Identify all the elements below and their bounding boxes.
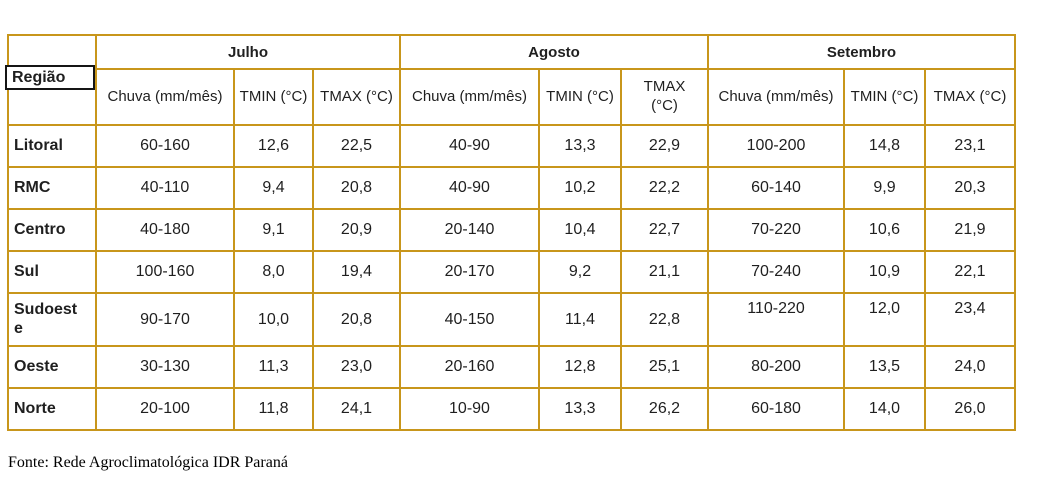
col-header-setembro-tmin: TMIN (°C)	[843, 68, 926, 126]
data-cell: 20-170	[399, 250, 540, 294]
data-cell: 60-140	[707, 166, 845, 210]
data-cell: 13,5	[843, 345, 926, 389]
data-cell: 26,2	[620, 387, 709, 431]
data-cell: 70-240	[707, 250, 845, 294]
data-cell: 11,8	[233, 387, 314, 431]
data-cell: 10,4	[538, 208, 622, 252]
data-cell: 22,1	[924, 250, 1016, 294]
data-cell: 23,1	[924, 124, 1016, 168]
data-cell: 80-200	[707, 345, 845, 389]
region-corner-cell: Região	[5, 34, 97, 126]
data-cell: 19,4	[312, 250, 401, 294]
data-cell: 40-150	[399, 292, 540, 347]
data-cell: 9,9	[843, 166, 926, 210]
data-cell: 20,9	[312, 208, 401, 252]
col-header-setembro-chuva: Chuva (mm/mês)	[707, 68, 845, 126]
data-cell: 12,0	[843, 292, 926, 347]
data-cell: 10,2	[538, 166, 622, 210]
col-header-agosto-tmin: TMIN (°C)	[538, 68, 622, 126]
table-row-norte: Norte 20-100 11,8 24,1 10-90 13,3 26,2 6…	[7, 387, 1016, 431]
region-label-box: Região	[5, 65, 95, 90]
data-cell: 26,0	[924, 387, 1016, 431]
data-cell: 20,3	[924, 166, 1016, 210]
data-cell: 100-200	[707, 124, 845, 168]
data-cell: 40-110	[95, 166, 235, 210]
climate-table: Região Julho Agosto Setembro Chuva (mm/m…	[5, 34, 1016, 431]
data-cell: 30-130	[95, 345, 235, 389]
table-row-sudoeste: Sudoeste 90-170 10,0 20,8 40-150 11,4 22…	[7, 292, 1016, 347]
data-cell: 40-180	[95, 208, 235, 252]
data-cell: 12,6	[233, 124, 314, 168]
month-header-agosto: Agosto	[399, 34, 709, 70]
data-cell: 20,8	[312, 166, 401, 210]
table-row-litoral: Litoral 60-160 12,6 22,5 40-90 13,3 22,9…	[7, 124, 1016, 168]
data-cell: 40-90	[399, 124, 540, 168]
data-cell: 22,7	[620, 208, 709, 252]
data-cell: 22,9	[620, 124, 709, 168]
data-cell: 9,1	[233, 208, 314, 252]
data-cell: 20-160	[399, 345, 540, 389]
data-cell: 24,0	[924, 345, 1016, 389]
region-name: RMC	[7, 166, 97, 210]
col-header-julho-tmax: TMAX (°C)	[312, 68, 401, 126]
data-cell: 110-220	[707, 292, 845, 347]
data-cell: 40-90	[399, 166, 540, 210]
table-row-sul: Sul 100-160 8,0 19,4 20-170 9,2 21,1 70-…	[7, 250, 1016, 294]
table-row-centro: Centro 40-180 9,1 20,9 20-140 10,4 22,7 …	[7, 208, 1016, 252]
table-row-oeste: Oeste 30-130 11,3 23,0 20-160 12,8 25,1 …	[7, 345, 1016, 389]
data-cell: 10,0	[233, 292, 314, 347]
data-cell: 9,4	[233, 166, 314, 210]
data-cell: 20-100	[95, 387, 235, 431]
data-cell: 22,2	[620, 166, 709, 210]
data-cell: 22,8	[620, 292, 709, 347]
region-label: Região	[12, 68, 66, 86]
data-cell: 60-180	[707, 387, 845, 431]
data-cell: 21,9	[924, 208, 1016, 252]
data-cell: 13,3	[538, 387, 622, 431]
data-cell: 25,1	[620, 345, 709, 389]
data-cell: 13,3	[538, 124, 622, 168]
region-name: Centro	[7, 208, 97, 252]
region-name: Oeste	[7, 345, 97, 389]
col-header-agosto-tmax: TMAX (°C)	[620, 68, 709, 126]
data-cell: 20-140	[399, 208, 540, 252]
data-cell: 11,3	[233, 345, 314, 389]
region-name: Litoral	[7, 124, 97, 168]
region-name: Sudoeste	[7, 292, 97, 347]
data-cell: 11,4	[538, 292, 622, 347]
data-cell: 9,2	[538, 250, 622, 294]
month-header-setembro: Setembro	[707, 34, 1016, 70]
data-cell: 20,8	[312, 292, 401, 347]
data-cell: 21,1	[620, 250, 709, 294]
data-cell: 70-220	[707, 208, 845, 252]
data-cell: 10,6	[843, 208, 926, 252]
data-cell: 12,8	[538, 345, 622, 389]
data-cell: 23,0	[312, 345, 401, 389]
region-name: Sul	[7, 250, 97, 294]
data-cell: 24,1	[312, 387, 401, 431]
data-cell: 10-90	[399, 387, 540, 431]
data-cell: 90-170	[95, 292, 235, 347]
data-cell: 23,4	[924, 292, 1016, 347]
data-cell: 22,5	[312, 124, 401, 168]
data-cell: 100-160	[95, 250, 235, 294]
month-header-julho: Julho	[95, 34, 401, 70]
data-cell: 60-160	[95, 124, 235, 168]
data-cell: 14,8	[843, 124, 926, 168]
region-name: Norte	[7, 387, 97, 431]
sub-header-row: Chuva (mm/mês) TMIN (°C) TMAX (°C) Chuva…	[8, 68, 1016, 126]
month-header-row: Região Julho Agosto Setembro	[5, 34, 1016, 126]
data-cell: 10,9	[843, 250, 926, 294]
table-row-rmc: RMC 40-110 9,4 20,8 40-90 10,2 22,2 60-1…	[7, 166, 1016, 210]
col-header-setembro-tmax: TMAX (°C)	[924, 68, 1016, 126]
col-header-agosto-chuva: Chuva (mm/mês)	[399, 68, 540, 126]
source-note: Fonte: Rede Agroclimatológica IDR Paraná	[8, 454, 288, 471]
data-cell: 14,0	[843, 387, 926, 431]
col-header-julho-chuva: Chuva (mm/mês)	[95, 68, 235, 126]
data-cell: 8,0	[233, 250, 314, 294]
col-header-julho-tmin: TMIN (°C)	[233, 68, 314, 126]
